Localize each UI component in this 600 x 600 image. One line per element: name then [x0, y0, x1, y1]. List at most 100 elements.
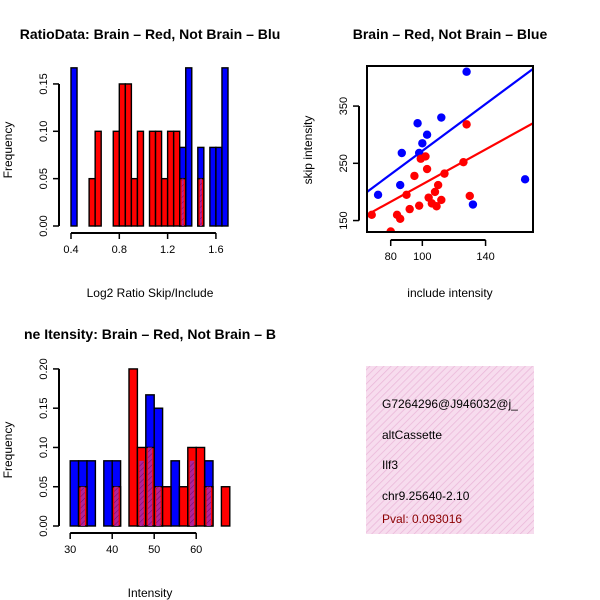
- scatter-red-point: [396, 214, 405, 224]
- intensity-hist-red-bar: [220, 486, 231, 527]
- scatter-red-point: [430, 187, 440, 197]
- ratio-hist-red-bar: [136, 130, 145, 227]
- intensity-hist-overlap-bar: [156, 486, 161, 526]
- ratio-hist-x-tick-label: 1.6: [208, 244, 223, 256]
- intensity-hist-overlap-bar: [189, 460, 195, 526]
- scatter-blue-point: [418, 139, 427, 148]
- intensity-hist-red-bar: [128, 368, 139, 527]
- scatter-red-fit-line: [367, 122, 533, 216]
- ratio-hist-x-tick-label: 0.8: [112, 244, 127, 256]
- scatter-red-point: [402, 190, 411, 199]
- scatter-red-point: [367, 210, 376, 220]
- scatter-title: Brain – Red, Not Brain – Blue: [353, 26, 548, 42]
- info-gene: Ilf3: [382, 458, 398, 472]
- scatter-x-tick-label: 140: [476, 251, 494, 263]
- scatter-x-tick-label: 100: [413, 251, 431, 263]
- scatter-red-point: [433, 180, 443, 190]
- ratio-histogram-axes: 0.4 0.8 1.2 1.6 0.00 0.05 0.10 0.15: [38, 73, 224, 256]
- intensity-hist-blue-bar: [103, 460, 113, 527]
- intensity-hist-overlap-bar: [80, 486, 85, 526]
- ratio-hist-red-bar: [160, 177, 169, 227]
- scatter-y-tick-label: 250: [338, 154, 350, 172]
- scatter-blue-point: [437, 113, 446, 122]
- ratio-hist-red-bar: [172, 130, 181, 227]
- intensity-hist-x-tick-label: 40: [106, 544, 118, 556]
- intensity-hist-red-bar: [195, 446, 206, 527]
- scatter-red-point: [432, 202, 441, 211]
- ratio-hist-overlap-bar: [199, 178, 202, 226]
- scatter-red-point: [421, 152, 430, 161]
- intensity-hist-y-tick-label: 0.20: [38, 358, 50, 379]
- scatter-blue-point: [422, 130, 432, 139]
- ratio-hist-y-tick-label: 0.15: [38, 73, 50, 94]
- intensity-histogram-bars: [69, 368, 231, 527]
- info-location: chr9.25640-2.10: [382, 489, 470, 503]
- intensity-histogram-xlabel: Intensity: [128, 586, 173, 600]
- info-pval: Pval: 0.093016: [382, 512, 462, 526]
- scatter-blue-point: [397, 148, 406, 158]
- ratio-hist-red-bar: [88, 177, 96, 227]
- scatter-red-point: [405, 204, 414, 214]
- scatter-red-point: [465, 191, 474, 201]
- scatter-red-point: [422, 164, 432, 174]
- ratio-hist-blue-bar: [185, 67, 193, 227]
- info-event-type: altCassette: [382, 428, 442, 442]
- scatter-red-point: [437, 195, 446, 205]
- intensity-scatter-panel: Brain – Red, Not Brain – Blue 80 100 140 15…: [301, 26, 547, 300]
- scatter-xlabel: include intensity: [407, 286, 492, 300]
- ratio-hist-red-bar: [94, 130, 102, 227]
- intensity-hist-overlap-bar: [147, 447, 153, 526]
- scatter-red-point: [386, 227, 395, 232]
- ratio-histogram-panel: RatioData: Brain – Red, Not Brain – Blu …: [1, 26, 280, 300]
- intensity-hist-red-bar: [161, 486, 172, 527]
- scatter-red-point: [459, 157, 468, 167]
- scatter-blue-point: [520, 175, 530, 184]
- scatter-blue-point: [468, 200, 478, 209]
- info-panel-background: [366, 366, 534, 534]
- intensity-histogram-ylabel: Frequency: [1, 422, 15, 479]
- scatter-blue-point: [413, 119, 422, 128]
- scatter-ylabel: skip intensity: [301, 116, 315, 185]
- scatter-blue-point: [396, 180, 405, 190]
- ratio-hist-red-bar: [130, 177, 139, 227]
- scatter-axes: 80 100 140 150 250 350: [338, 97, 495, 263]
- ratio-hist-red-bar: [124, 83, 133, 227]
- scatter-red-point: [440, 169, 449, 178]
- ratio-hist-red-bar: [112, 130, 121, 227]
- intensity-hist-red-bar: [178, 486, 189, 527]
- scatter-plot-box: [366, 65, 534, 233]
- ratio-hist-y-tick-label: 0.00: [38, 215, 50, 236]
- intensity-hist-y-tick-label: 0.10: [38, 437, 50, 458]
- scatter-blue-point: [373, 190, 383, 199]
- intensity-hist-y-tick-label: 0.05: [38, 476, 50, 497]
- scatter-red-point: [462, 120, 471, 129]
- scatter-red-point: [414, 201, 424, 210]
- ratio-hist-overlap-bar: [181, 178, 184, 226]
- intensity-hist-x-tick-label: 50: [148, 544, 160, 556]
- ratio-hist-blue-bar: [209, 146, 217, 227]
- scatter-red-point: [410, 171, 419, 181]
- intensity-hist-overlap-bar: [114, 486, 119, 526]
- ratio-hist-red-bar: [166, 130, 175, 227]
- info-panel: G7264296@J946032@j_ altCassette Ilf3 chr…: [366, 366, 534, 534]
- ratio-hist-blue-bar: [215, 146, 223, 227]
- ratio-hist-y-tick-label: 0.10: [38, 121, 50, 142]
- scatter-points: [367, 67, 530, 232]
- ratio-histogram-title: RatioData: Brain – Red, Not Brain – Blu: [20, 26, 281, 42]
- intensity-hist-x-tick-label: 30: [64, 544, 76, 556]
- intensity-hist-overlap-bar: [206, 486, 211, 526]
- intensity-histogram-title: ne Itensity: Brain – Red, Not Brain – B: [24, 326, 276, 342]
- ratio-hist-y-tick-label: 0.05: [38, 168, 50, 189]
- ratio-hist-blue-bar: [70, 67, 78, 227]
- intensity-histogram-panel: ne Itensity: Brain – Red, Not Brain – B …: [1, 326, 276, 600]
- intensity-hist-blue-bar: [69, 460, 80, 527]
- scatter-fit-lines: [367, 67, 533, 216]
- intensity-hist-blue-bar: [86, 460, 97, 527]
- intensity-hist-y-tick-label: 0.15: [38, 397, 50, 418]
- ratio-hist-x-tick-label: 1.2: [160, 244, 175, 256]
- ratio-hist-red-bar: [154, 130, 163, 227]
- ratio-hist-red-bar: [118, 83, 127, 227]
- intensity-histogram-axes: 30 40 50 60 0.00 0.05 0.10 0.15 0.20: [38, 358, 202, 556]
- info-event-id: G7264296@J946032@j_: [382, 397, 518, 411]
